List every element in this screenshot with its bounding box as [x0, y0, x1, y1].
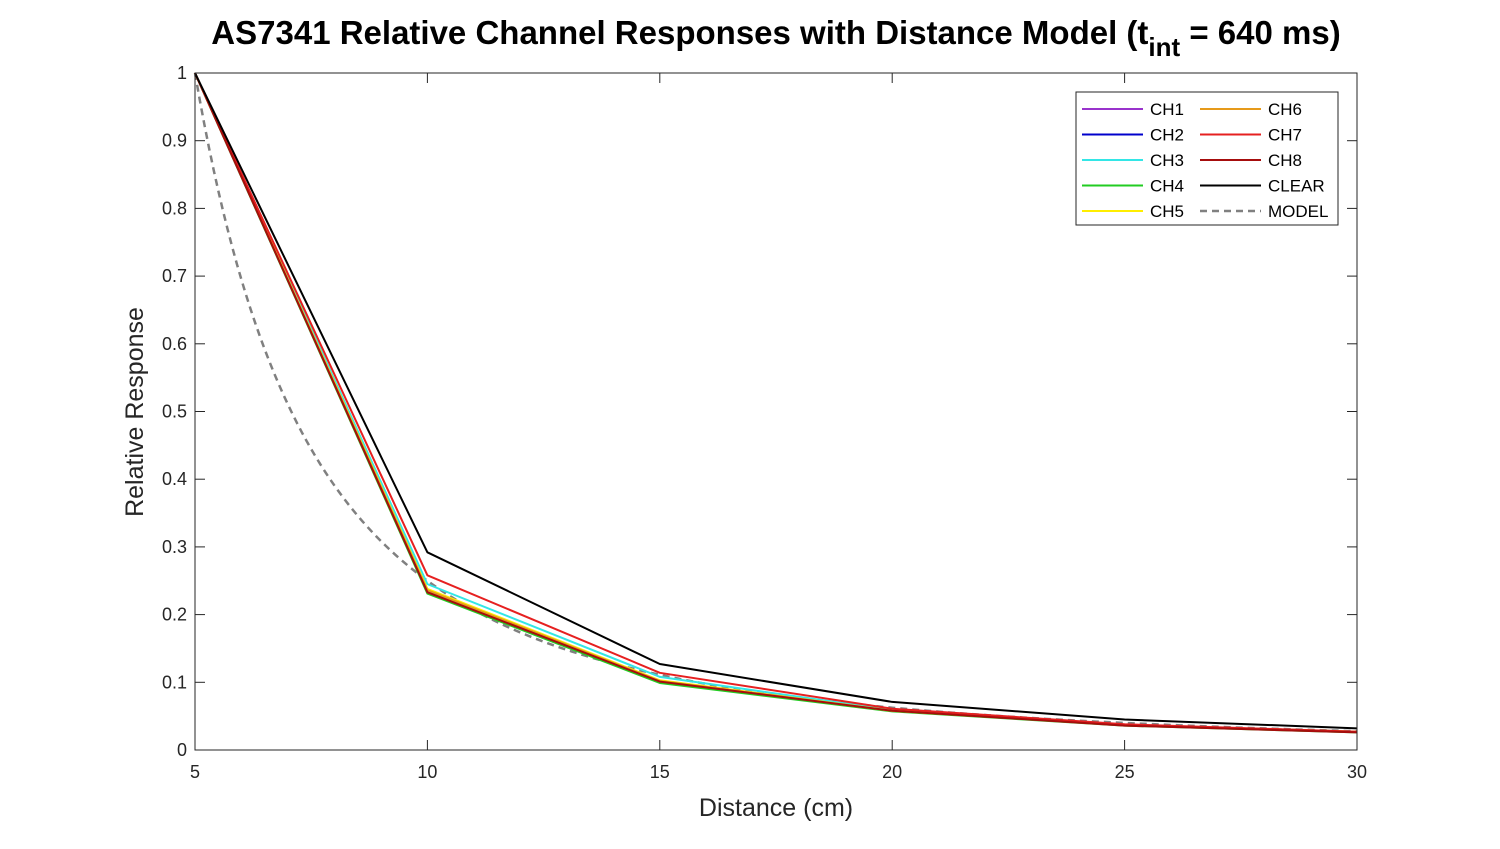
series-line-ch8: [194, 72, 1358, 734]
tick-layer: 5 10 15 20 25 30 0 0.1 0.2 0.3 0.4 0.5 0.6 0.7 0.8 0.9 1: [162, 63, 1367, 782]
legend-label-ch5: CH5: [1150, 202, 1184, 221]
y-tick-label: 0.1: [162, 672, 187, 692]
series-layer: [193, 72, 1358, 734]
legend-label-ch1: CH1: [1150, 100, 1184, 119]
x-tick-label: 30: [1347, 762, 1367, 782]
chart-title-tail: = 640 ms): [1180, 14, 1341, 51]
y-tick-label: 0.5: [162, 402, 187, 422]
y-tick-label: 0.2: [162, 605, 187, 625]
legend-label-ch8: CH8: [1268, 151, 1302, 170]
legend-label-ch4: CH4: [1150, 177, 1184, 196]
legend-label-ch2: CH2: [1150, 126, 1184, 145]
chart-title: AS7341 Relative Channel Responses with D…: [211, 14, 1340, 62]
y-tick-label: 0.7: [162, 266, 187, 286]
legend-label-ch3: CH3: [1150, 151, 1184, 170]
legend-label-ch7: CH7: [1268, 126, 1302, 145]
legend-label-clear: CLEAR: [1268, 177, 1325, 196]
y-tick-label: 0: [177, 740, 187, 760]
x-tick-label: 10: [417, 762, 437, 782]
legend-box: [1075, 91, 1339, 226]
y-tick-label: 0.4: [162, 469, 187, 489]
y-axis-label: Relative Response: [121, 307, 149, 517]
y-tick-label: 1: [177, 63, 187, 83]
x-tick-label: 20: [882, 762, 902, 782]
x-tick-label: 5: [190, 762, 200, 782]
chart-title-subscript: int: [1148, 32, 1180, 62]
x-tick-label: 15: [650, 762, 670, 782]
y-tick-label: 0.6: [162, 334, 187, 354]
x-axis-label: Distance (cm): [699, 794, 853, 822]
series-line-ch7: [194, 72, 1358, 733]
legend-label-ch6: CH6: [1268, 100, 1302, 119]
series-line-clear: [194, 72, 1358, 730]
legend-label-model: MODEL: [1268, 202, 1328, 221]
x-tick-label: 25: [1115, 762, 1135, 782]
y-tick-label: 0.8: [162, 198, 187, 218]
y-tick-label: 0.9: [162, 131, 187, 151]
y-tick-label: 0.3: [162, 537, 187, 557]
legend: CH1 CH2 CH3 CH4 CH5 CH6 CH7 CH8 CLEAR MODEL: [1075, 91, 1339, 226]
chart-title-main: AS7341 Relative Channel Responses with D…: [211, 14, 1148, 51]
